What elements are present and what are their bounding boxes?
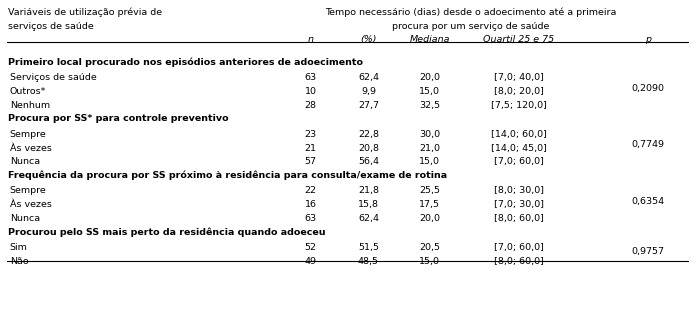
Text: 57: 57 [304,157,317,166]
Text: 28: 28 [304,101,317,110]
Text: n: n [308,35,313,44]
Text: [7,0; 60,0]: [7,0; 60,0] [493,157,544,166]
Text: 21,8: 21,8 [358,186,379,195]
Text: [7,0; 60,0]: [7,0; 60,0] [493,243,544,252]
Text: 20,8: 20,8 [358,144,379,152]
Text: [8,0; 20,0]: [8,0; 20,0] [493,87,544,96]
Text: 56,4: 56,4 [358,157,379,166]
Text: 16: 16 [304,200,317,209]
Text: [8,0; 60,0]: [8,0; 60,0] [493,257,544,266]
Text: 17,5: 17,5 [420,200,441,209]
Text: 27,7: 27,7 [358,101,379,110]
Text: 15,0: 15,0 [420,157,441,166]
Text: Não: Não [10,257,29,266]
Text: Frequência da procura por SS próximo à residência para consulta/exame de rotina: Frequência da procura por SS próximo à r… [8,171,448,180]
Text: 63: 63 [304,73,317,82]
Text: 32,5: 32,5 [419,101,441,110]
Text: p: p [645,35,651,44]
Text: procura por um serviço de saúde: procura por um serviço de saúde [392,22,549,31]
Text: 62,4: 62,4 [358,73,379,82]
Text: 9,9: 9,9 [361,87,376,96]
Text: [7,0; 40,0]: [7,0; 40,0] [493,73,544,82]
Text: (%): (%) [361,35,377,44]
Text: Sim: Sim [10,243,28,252]
Text: [8,0; 60,0]: [8,0; 60,0] [493,214,544,223]
Text: Sempre: Sempre [10,186,47,195]
Text: Às vezes: Às vezes [10,144,52,152]
Text: 51,5: 51,5 [358,243,379,252]
Text: Variáveis de utilização prévia de: Variáveis de utilização prévia de [8,8,162,17]
Text: Procurou pelo SS mais perto da residência quando adoeceu: Procurou pelo SS mais perto da residênci… [8,227,326,237]
Text: 20,0: 20,0 [420,73,441,82]
Text: Mediana: Mediana [410,35,450,44]
Text: Tempo necessário (dias) desde o adoecimento até a primeira: Tempo necessário (dias) desde o adoecime… [325,8,617,17]
Text: 52: 52 [304,243,317,252]
Text: Nunca: Nunca [10,214,40,223]
Text: [8,0; 30,0]: [8,0; 30,0] [493,186,544,195]
Text: 0,7749: 0,7749 [631,140,665,149]
Text: Outros*: Outros* [10,87,46,96]
Text: 0,6354: 0,6354 [631,197,665,206]
Text: 10: 10 [304,87,317,96]
Text: Primeiro local procurado nos episódios anteriores de adoecimento: Primeiro local procurado nos episódios a… [8,58,363,67]
Text: 49: 49 [304,257,317,266]
Text: 25,5: 25,5 [420,186,441,195]
Text: Procura por SS* para controle preventivo: Procura por SS* para controle preventivo [8,114,229,123]
Text: [14,0; 60,0]: [14,0; 60,0] [491,130,546,139]
Text: 22,8: 22,8 [358,130,379,139]
Text: Sempre: Sempre [10,130,47,139]
Text: Quartil 25 e 75: Quartil 25 e 75 [483,35,554,44]
Text: 21,0: 21,0 [420,144,441,152]
Text: [14,0; 45,0]: [14,0; 45,0] [491,144,546,152]
Text: 48,5: 48,5 [358,257,379,266]
Text: 22: 22 [304,186,317,195]
Text: 15,0: 15,0 [420,257,441,266]
Text: serviços de saúde: serviços de saúde [8,22,94,31]
Text: 62,4: 62,4 [358,214,379,223]
Text: [7,0; 30,0]: [7,0; 30,0] [493,200,544,209]
Text: 63: 63 [304,214,317,223]
Text: 21: 21 [304,144,317,152]
Text: 20,5: 20,5 [420,243,441,252]
Text: Serviços de saúde: Serviços de saúde [10,73,97,82]
Text: 0,9757: 0,9757 [631,247,665,256]
Text: Nenhum: Nenhum [10,101,50,110]
Text: 30,0: 30,0 [419,130,441,139]
Text: 0,2090: 0,2090 [631,84,665,93]
Text: 15,8: 15,8 [358,200,379,209]
Text: Nunca: Nunca [10,157,40,166]
Text: 20,0: 20,0 [420,214,441,223]
Text: Às vezes: Às vezes [10,200,52,209]
Text: 15,0: 15,0 [420,87,441,96]
Text: [7,5; 120,0]: [7,5; 120,0] [491,101,546,110]
Text: 23: 23 [304,130,317,139]
